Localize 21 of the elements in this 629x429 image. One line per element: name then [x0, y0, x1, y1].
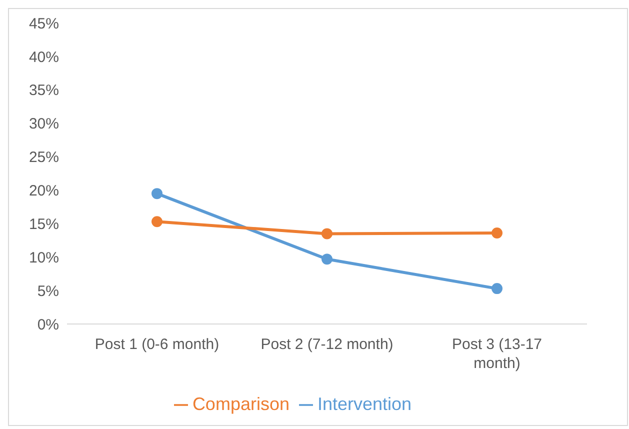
point — [322, 254, 332, 265]
legend-label: Intervention — [317, 394, 412, 414]
y-tick-label: 20% — [28, 182, 59, 200]
point — [492, 283, 502, 294]
legend-label: Comparison — [192, 394, 290, 414]
point — [322, 228, 332, 240]
y-tick-label: 15% — [28, 216, 59, 233]
x-tick-label: Post 3 (13-17 month) — [452, 336, 542, 372]
y-tick-label: 5% — [37, 282, 59, 300]
point — [492, 228, 502, 239]
y-tick-label: 35% — [28, 82, 59, 100]
x-tick-label: Post 1 (0-6 month) — [94, 336, 220, 353]
y-tick-label: 40% — [28, 48, 59, 66]
y-tick-label: 0% — [37, 316, 59, 334]
x-tick-label: Post 2 (7-12 month) — [260, 336, 394, 353]
y-tick-label: 30% — [28, 116, 59, 133]
y-tick-label: 45% — [28, 15, 59, 32]
point — [152, 216, 162, 228]
y-tick-label: 10% — [28, 249, 59, 266]
y-tick-label: 25% — [28, 149, 59, 166]
point — [152, 188, 162, 200]
